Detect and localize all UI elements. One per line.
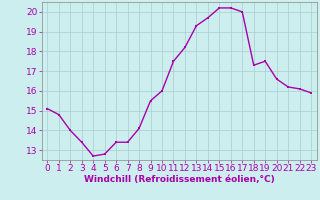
X-axis label: Windchill (Refroidissement éolien,°C): Windchill (Refroidissement éolien,°C) [84, 175, 275, 184]
